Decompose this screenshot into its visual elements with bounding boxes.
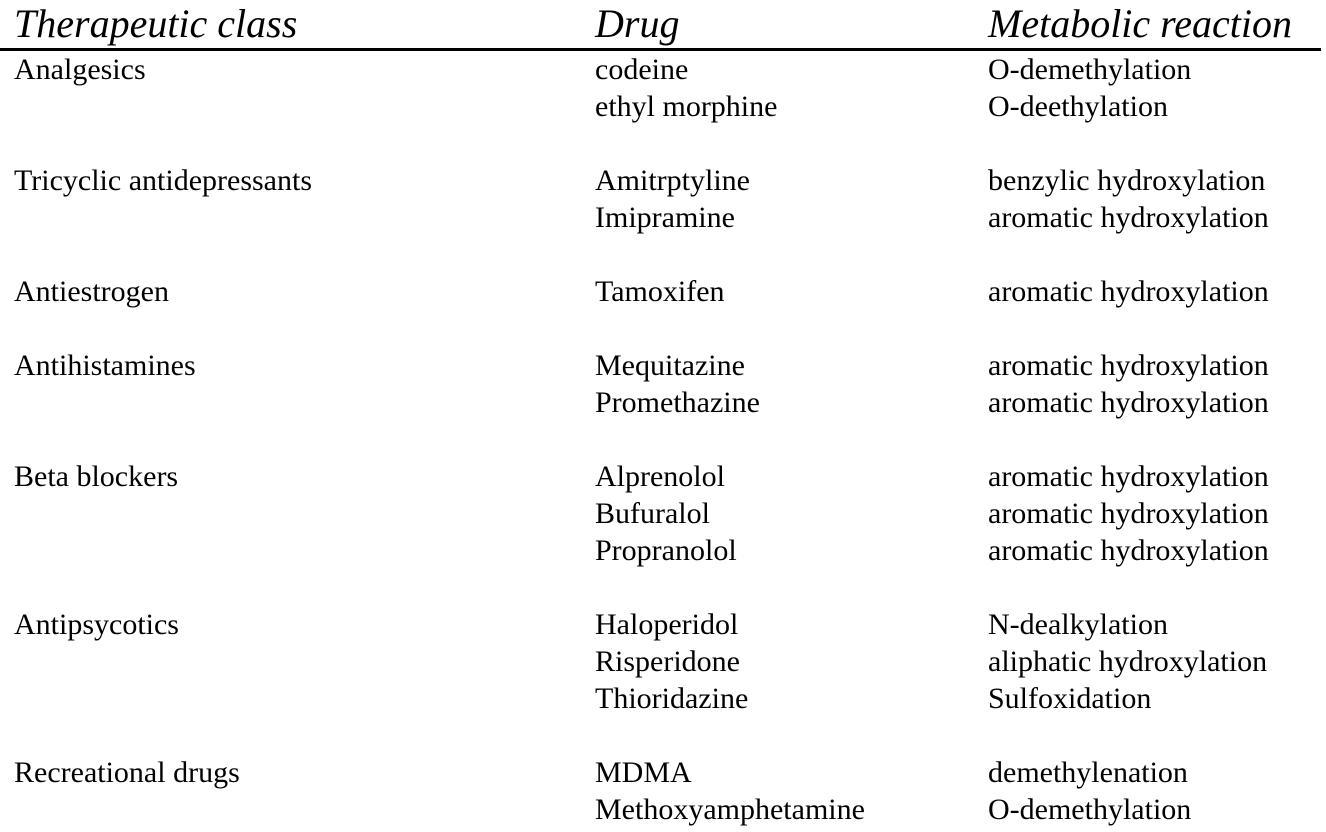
table-row: Bufuralol aromatic hydroxylation	[0, 495, 1326, 532]
section-spacer	[0, 717, 1326, 754]
table-row: Beta blockers Alprenolol aromatic hydrox…	[0, 458, 1326, 495]
header-drug: Drug	[595, 1, 680, 46]
reaction-cell: O-demethylation	[988, 53, 1192, 86]
table-row: Tricyclic antidepressants Amitrptyline b…	[0, 162, 1326, 199]
table-row: Antihistamines Mequitazine aromatic hydr…	[0, 347, 1326, 384]
drug-cell: Tamoxifen	[595, 275, 725, 308]
table-row: Thioridazine Sulfoxidation	[0, 680, 1326, 717]
table-row: Promethazine aromatic hydroxylation	[0, 384, 1326, 421]
therapeutic-class-cell: Antipsycotics	[14, 608, 179, 641]
therapeutic-class-cell: Tricyclic antidepressants	[14, 164, 312, 197]
drug-cell: MDMA	[595, 756, 692, 789]
reaction-cell: aromatic hydroxylation	[988, 349, 1269, 382]
reaction-cell: Sulfoxidation	[988, 682, 1152, 715]
reaction-cell: aromatic hydroxylation	[988, 460, 1269, 493]
reaction-cell: O-deethylation	[988, 90, 1168, 123]
reaction-cell: N-dealkylation	[988, 608, 1168, 641]
drug-cell: Risperidone	[595, 645, 740, 678]
table-row: Antipsycotics Haloperidol N-dealkylation	[0, 606, 1326, 643]
drug-cell: Alprenolol	[595, 460, 725, 493]
therapeutic-class-cell: Analgesics	[14, 53, 146, 86]
table-row: Propranolol aromatic hydroxylation	[0, 532, 1326, 569]
reaction-cell: aliphatic hydroxylation	[988, 645, 1268, 678]
table-row: Antiestrogen Tamoxifen aromatic hydroxyl…	[0, 273, 1326, 310]
drug-cell: Mequitazine	[595, 349, 745, 382]
reaction-cell: aromatic hydroxylation	[988, 201, 1269, 234]
drug-cell: Propranolol	[595, 534, 737, 567]
reaction-cell: aromatic hydroxylation	[988, 534, 1269, 567]
header-metabolic-reaction: Metabolic reaction	[988, 1, 1292, 46]
section-spacer	[0, 236, 1326, 273]
drug-cell: Bufuralol	[595, 497, 710, 530]
table-row: Recreational drugs MDMA demethylenation	[0, 754, 1326, 791]
drug-cell: Methoxyamphetamine	[595, 793, 865, 826]
drug-cell: Imipramine	[595, 201, 735, 234]
reaction-cell: demethylenation	[988, 756, 1188, 789]
therapeutic-class-cell: Antiestrogen	[14, 275, 169, 308]
table-row: Analgesics codeine O-demethylation	[0, 51, 1326, 88]
section-spacer	[0, 125, 1326, 162]
table-row: Methoxyamphetamine O-demethylation	[0, 791, 1326, 828]
header-therapeutic-class: Therapeutic class	[14, 1, 298, 46]
drug-cell: Thioridazine	[595, 682, 749, 715]
section-spacer	[0, 421, 1326, 458]
therapeutic-class-cell: Antihistamines	[14, 349, 196, 382]
reaction-cell: O-demethylation	[988, 793, 1192, 826]
drug-cell: codeine	[595, 53, 689, 86]
table-row: Imipramine aromatic hydroxylation	[0, 199, 1326, 236]
drug-cell: Promethazine	[595, 386, 760, 419]
reaction-cell: aromatic hydroxylation	[988, 386, 1269, 419]
therapeutic-class-cell: Recreational drugs	[14, 756, 240, 789]
reaction-cell: aromatic hydroxylation	[988, 497, 1269, 530]
drug-cell: Amitrptyline	[595, 164, 750, 197]
reaction-cell: aromatic hydroxylation	[988, 275, 1269, 308]
table-header-row: Therapeutic class Drug Metabolic reactio…	[0, 0, 1321, 51]
drug-cell: Haloperidol	[595, 608, 739, 641]
table-body: Analgesics codeine O-demethylation ethyl…	[0, 51, 1326, 828]
reaction-cell: benzylic hydroxylation	[988, 164, 1266, 197]
section-spacer	[0, 569, 1326, 606]
table-row: ethyl morphine O-deethylation	[0, 88, 1326, 125]
table-row: Risperidone aliphatic hydroxylation	[0, 643, 1326, 680]
therapeutic-class-cell: Beta blockers	[14, 460, 179, 493]
drug-cell: ethyl morphine	[595, 90, 778, 123]
section-spacer	[0, 310, 1326, 347]
